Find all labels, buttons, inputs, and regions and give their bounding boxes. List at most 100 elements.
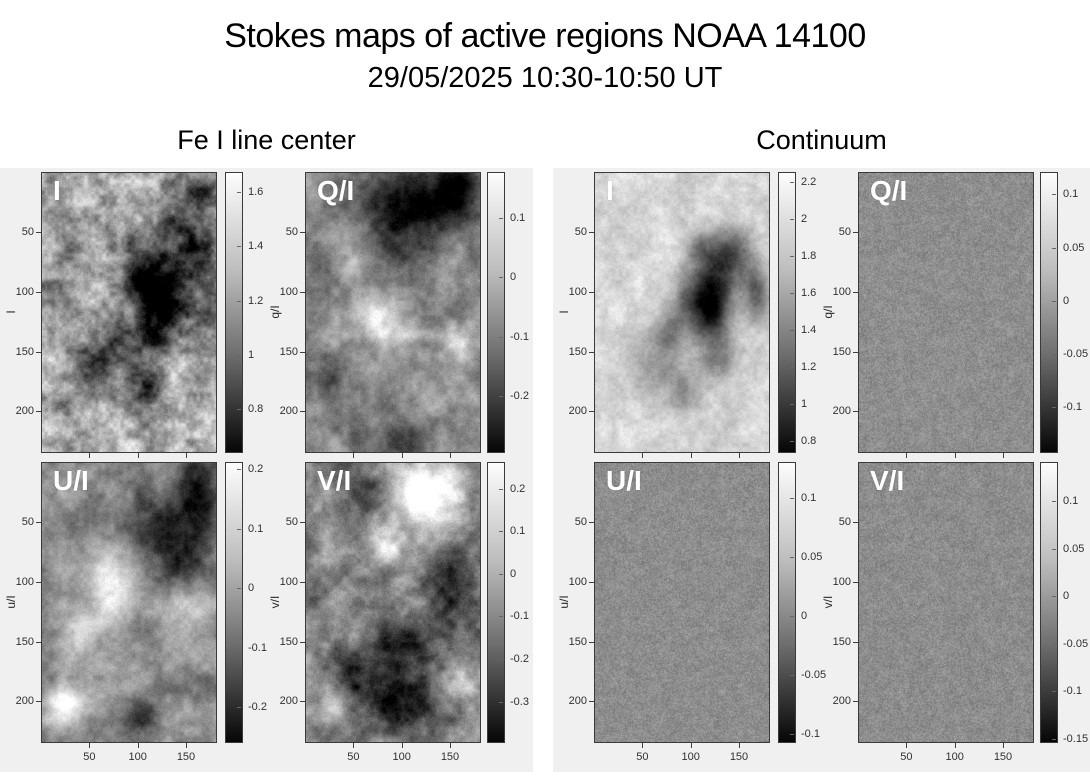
x-tick-mark-continuum-v-i (906, 743, 908, 748)
x-tick-mark-fe-i-line-center-v-i (450, 743, 451, 748)
x-tick-mark-fe-i-line-center-i (186, 453, 187, 458)
colorbar-tick-label-fe-i-line-center-v-i: -0.1 (510, 610, 529, 623)
y-tick-label-continuum-i: 150 (568, 345, 587, 358)
panel-label-fe-i-line-center-v-i: V/I (317, 465, 352, 496)
colorbar-tick-label-continuum-u-i: 0 (801, 610, 808, 623)
colorbar-fe-i-line-center-q-i (487, 172, 505, 453)
colorbar-tick-mark-fe-i-line-center-v-i (499, 573, 503, 575)
colorbar-tick-mark-fe-i-line-center-q-i (499, 396, 503, 398)
colorbar-tick-label-continuum-q-i: 0 (1063, 294, 1070, 307)
y-tick-label-fe-i-line-center-u-i: 200 (15, 695, 34, 708)
panel-label-continuum-q-i: Q/I (870, 175, 908, 206)
y-tick-mark-continuum-u-i (589, 521, 594, 523)
x-tick-label-fe-i-line-center-u-i: 150 (176, 751, 196, 763)
x-tick-mark-fe-i-line-center-u-i (137, 743, 139, 748)
y-tick-mark-continuum-q-i (853, 231, 858, 233)
colorbar-tick-mark-fe-i-line-center-i (237, 300, 241, 302)
y-tick-label-continuum-q-i: 200 (832, 405, 851, 418)
y-tick-label-continuum-v-i: 100 (832, 575, 851, 588)
y-tick-label-continuum-v-i: 150 (832, 635, 851, 648)
x-tick-mark-fe-i-line-center-i (137, 453, 139, 458)
colorbar-tick-mark-fe-i-line-center-i (237, 354, 241, 356)
column-header-continuum: Continuum (756, 125, 887, 155)
colorbar-tick-label-continuum-u-i: 0.1 (801, 492, 817, 505)
x-tick-mark-continuum-i (642, 453, 644, 458)
colorbar-tick-label-fe-i-line-center-q-i: 0 (510, 271, 517, 284)
colorbar-tick-label-continuum-q-i: -0.05 (1063, 348, 1089, 361)
colorbar-tick-label-continuum-i: 1.6 (801, 287, 817, 300)
colorbar-tick-mark-fe-i-line-center-u-i (237, 528, 241, 530)
y-tick-mark-fe-i-line-center-u-i (36, 581, 41, 583)
x-tick-label-fe-i-line-center-v-i: 50 (347, 751, 360, 763)
colorbar-tick-mark-continuum-u-i (790, 616, 794, 618)
colorbar-tick-mark-continuum-i (790, 403, 794, 405)
colorbar-tick-mark-continuum-u-i (790, 734, 794, 736)
colorbar-tick-label-fe-i-line-center-i: 0.8 (248, 403, 264, 416)
colorbar-tick-mark-fe-i-line-center-i (237, 409, 241, 411)
colorbar-tick-label-continuum-i: 2 (801, 213, 808, 226)
stokes-map-image-continuum-i: I (594, 172, 770, 453)
y-tick-mark-continuum-u-i (589, 701, 594, 703)
colorbar-tick-mark-continuum-q-i (1052, 407, 1056, 409)
x-tick-label-continuum-u-i: 50 (636, 751, 649, 763)
colorbar-tick-label-continuum-v-i: 0.1 (1063, 495, 1079, 508)
colorbar-tick-mark-continuum-i (790, 182, 794, 184)
colorbar-tick-label-fe-i-line-center-v-i: -0.3 (510, 695, 529, 708)
y-tick-label-continuum-u-i: 200 (568, 695, 587, 708)
y-tick-mark-fe-i-line-center-q-i (300, 231, 305, 233)
colorbar-continuum-u-i (778, 462, 796, 743)
x-tick-mark-continuum-i (690, 453, 692, 458)
colorbar-tick-label-continuum-i: 1 (801, 397, 808, 410)
y-tick-mark-fe-i-line-center-v-i (300, 701, 305, 703)
stokes-map-image-continuum-q-i: Q/I (858, 172, 1034, 453)
x-tick-label-continuum-v-i: 100 (945, 751, 964, 763)
colorbar-tick-label-continuum-i: 2.2 (801, 176, 817, 189)
colorbar-continuum-i (778, 172, 796, 453)
colorbar-tick-mark-fe-i-line-center-u-i (237, 588, 241, 590)
y-tick-label-continuum-q-i: 100 (832, 285, 851, 298)
x-tick-mark-continuum-v-i (1003, 743, 1004, 748)
colorbar-tick-mark-fe-i-line-center-q-i (499, 277, 503, 279)
panel-label-continuum-u-i: U/I (606, 465, 642, 496)
y-tick-mark-fe-i-line-center-i (36, 351, 41, 353)
colorbar-tick-label-fe-i-line-center-q-i: 0.1 (510, 211, 526, 224)
colorbar-tick-label-fe-i-line-center-v-i: 0.1 (510, 525, 526, 538)
colorbar-tick-mark-fe-i-line-center-v-i (499, 531, 503, 533)
y-tick-mark-fe-i-line-center-i (36, 411, 41, 413)
y-tick-label-fe-i-line-center-u-i: 50 (21, 515, 34, 528)
y-tick-mark-fe-i-line-center-u-i (36, 641, 41, 643)
stokes-map-image-fe-i-line-center-i: I (41, 172, 217, 453)
colorbar-tick-label-continuum-q-i: -0.1 (1063, 401, 1082, 414)
panel-label-fe-i-line-center-q-i: Q/I (317, 175, 355, 206)
colorbar-tick-mark-continuum-q-i (1052, 194, 1056, 196)
y-tick-mark-continuum-q-i (853, 351, 858, 353)
colorbar-tick-mark-fe-i-line-center-u-i (237, 468, 241, 470)
panel-label-continuum-v-i: V/I (870, 465, 905, 496)
colorbar-tick-label-fe-i-line-center-u-i: 0.1 (248, 522, 264, 535)
y-tick-mark-fe-i-line-center-q-i (300, 351, 305, 353)
y-tick-label-fe-i-line-center-v-i: 100 (279, 575, 298, 588)
colorbar-tick-label-fe-i-line-center-u-i: -0.2 (248, 701, 267, 714)
colorbar-tick-mark-fe-i-line-center-v-i (499, 616, 503, 618)
colorbar-tick-mark-continuum-u-i (790, 557, 794, 559)
y-tick-mark-continuum-i (589, 231, 594, 233)
colorbar-tick-mark-continuum-i (790, 440, 794, 442)
colorbar-tick-label-continuum-v-i: 0.05 (1063, 542, 1085, 555)
y-tick-mark-fe-i-line-center-i (36, 291, 41, 293)
y-tick-label-continuum-u-i: 100 (568, 575, 587, 588)
colorbar-tick-label-fe-i-line-center-i: 1.2 (248, 294, 264, 307)
x-tick-mark-continuum-u-i (739, 743, 740, 748)
y-tick-mark-continuum-u-i (589, 641, 594, 643)
x-tick-label-fe-i-line-center-v-i: 150 (440, 751, 460, 763)
colorbar-tick-label-fe-i-line-center-u-i: 0.2 (248, 462, 264, 475)
colorbar-tick-label-continuum-q-i: 0.1 (1063, 188, 1079, 201)
colorbar-tick-mark-continuum-q-i (1052, 247, 1056, 249)
y-tick-mark-continuum-q-i (853, 291, 858, 293)
y-tick-label-fe-i-line-center-i: 50 (21, 225, 34, 238)
x-tick-mark-continuum-q-i (954, 453, 956, 458)
x-tick-mark-fe-i-line-center-q-i (401, 453, 403, 458)
y-tick-label-continuum-u-i: 150 (568, 635, 587, 648)
x-tick-label-fe-i-line-center-u-i: 50 (83, 751, 96, 763)
y-tick-label-fe-i-line-center-q-i: 150 (279, 345, 298, 358)
